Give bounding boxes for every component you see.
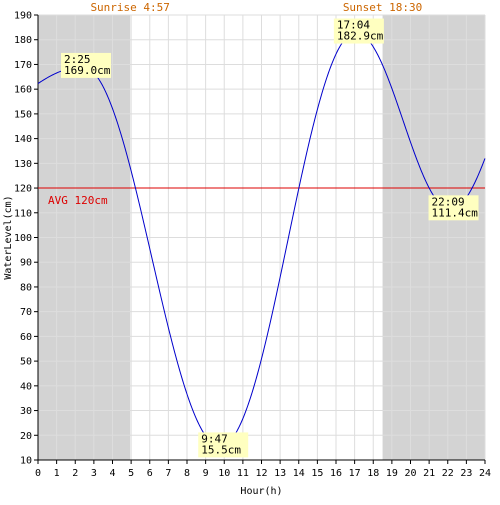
y-tick-label: 10 [20, 456, 32, 467]
extremum-annotation-box [61, 52, 112, 78]
y-tick-label: 30 [20, 406, 32, 417]
x-tick-label: 13 [274, 468, 286, 479]
x-tick-label: 16 [330, 468, 342, 479]
x-tick-label: 9 [203, 468, 209, 479]
x-axis-title: Hour(h) [240, 486, 282, 497]
y-tick-label: 60 [20, 332, 32, 343]
x-tick-label: 12 [255, 468, 267, 479]
y-tick-label: 90 [20, 258, 32, 269]
y-tick-label: 150 [14, 109, 32, 120]
x-tick-label: 11 [237, 468, 249, 479]
extremum-time-label: 9:47 [201, 432, 228, 445]
extremum-time-label: 2:25 [64, 53, 91, 66]
x-tick-label: 19 [386, 468, 398, 479]
x-tick-label: 10 [218, 468, 230, 479]
x-tick-label: 3 [91, 468, 97, 479]
x-tick-label: 2 [72, 468, 78, 479]
extremum-level-label: 182.9cm [337, 30, 384, 43]
y-tick-label: 130 [14, 159, 32, 170]
sunrise-label: Sunrise 4:57 [90, 1, 169, 14]
extremum-level-label: 15.5cm [201, 443, 241, 456]
x-tick-label: 6 [147, 468, 153, 479]
y-tick-label: 50 [20, 357, 32, 368]
y-tick-label: 20 [20, 431, 32, 442]
y-tick-label: 70 [20, 307, 32, 318]
x-tick-label: 7 [165, 468, 171, 479]
x-tick-label: 22 [442, 468, 454, 479]
extremum-level-label: 111.4cm [432, 206, 479, 219]
sunset-label: Sunset 18:30 [343, 1, 422, 14]
x-tick-label: 4 [109, 468, 115, 479]
y-tick-label: 180 [14, 35, 32, 46]
y-tick-label: 110 [14, 208, 32, 219]
x-tick-label: 5 [128, 468, 134, 479]
x-tick-label: 23 [460, 468, 472, 479]
extremum-annotation-box [428, 195, 479, 221]
x-tick-label: 1 [54, 468, 60, 479]
tide-series-line [37, 32, 486, 447]
extremum-time-label: 17:04 [337, 19, 370, 32]
y-tick-label: 170 [14, 60, 32, 71]
y-tick-label: 140 [14, 134, 32, 145]
y-tick-label: 190 [14, 11, 32, 22]
y-tick-label: 40 [20, 381, 32, 392]
x-tick-label: 24 [479, 468, 491, 479]
x-tick-label: 14 [293, 468, 305, 479]
x-tick-label: 20 [404, 468, 416, 479]
y-tick-label: 80 [20, 282, 32, 293]
extremum-time-label: 22:09 [432, 195, 465, 208]
x-tick-label: 21 [423, 468, 435, 479]
y-axis-title: WaterLevel(cm) [3, 195, 14, 279]
x-tick-label: 8 [184, 468, 190, 479]
x-tick-label: 0 [35, 468, 41, 479]
y-tick-label: 100 [14, 233, 32, 244]
extremum-annotation-box [198, 432, 249, 458]
y-tick-label: 120 [14, 184, 32, 195]
extremum-level-label: 169.0cm [64, 64, 111, 77]
x-tick-label: 15 [311, 468, 323, 479]
y-tick-label: 160 [14, 85, 32, 96]
x-tick-label: 18 [367, 468, 379, 479]
average-label: AVG 120cm [48, 194, 108, 207]
extremum-annotation-box [333, 18, 384, 44]
x-tick-label: 17 [349, 468, 361, 479]
